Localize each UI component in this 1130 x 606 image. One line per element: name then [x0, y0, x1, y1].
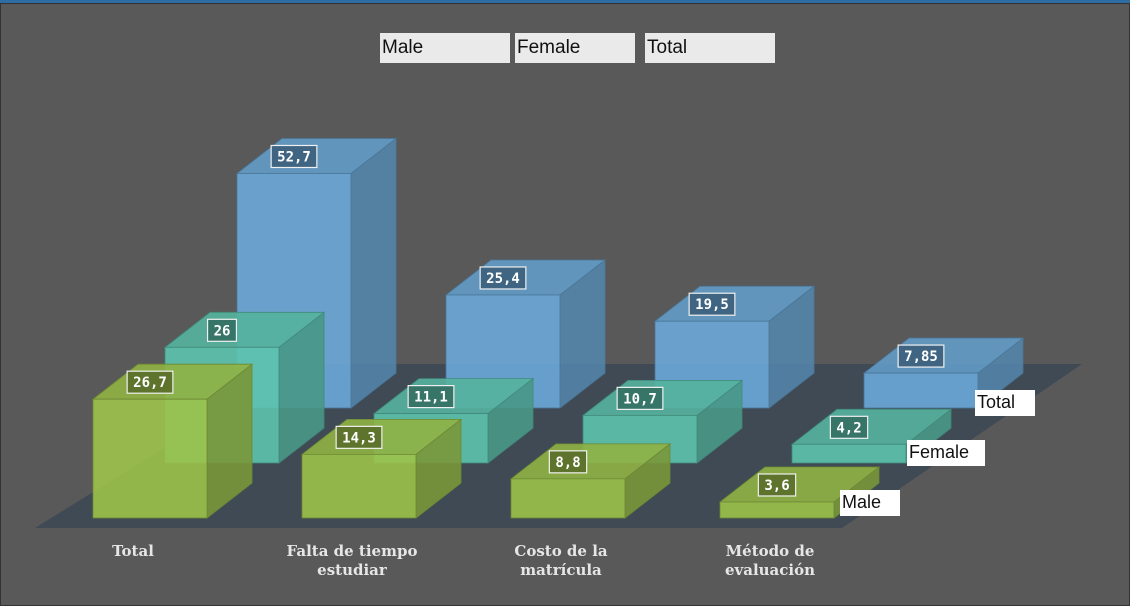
value-label-box [757, 473, 797, 497]
value-label-box [479, 266, 527, 290]
value-label-box [126, 370, 174, 394]
x-tick-label: Total [112, 542, 154, 560]
value-label-box [270, 144, 318, 169]
x-tick-label: Costo de la matrícula [514, 542, 608, 579]
legend-label: Female [517, 37, 580, 58]
depth-label: Total [977, 392, 1015, 412]
depth-label-box [975, 390, 1035, 416]
value-label-box [206, 318, 238, 342]
depth-label: Male [842, 492, 881, 512]
value-label: 7,85 [904, 349, 938, 365]
value-label: 3,6 [764, 478, 789, 494]
value-label-box [616, 386, 664, 410]
depth-label-box [907, 440, 985, 466]
value-label: 26 [214, 323, 231, 339]
bar [92, 398, 208, 519]
x-tick-label: Falta de tiempo estudiar [286, 542, 418, 579]
value-label: 19,5 [695, 297, 729, 313]
value-label: 4,2 [836, 420, 861, 436]
x-tick-label: Método de evaluación [724, 542, 816, 579]
bar [863, 372, 979, 409]
depth-label: Female [909, 442, 969, 462]
bar-side [350, 137, 397, 409]
legend-box [645, 33, 775, 63]
legend-label: Male [382, 37, 423, 58]
legend-box [515, 33, 635, 63]
bar [719, 501, 835, 519]
value-label: 8,8 [555, 455, 580, 471]
value-label: 10,7 [623, 391, 657, 407]
value-label: 25,4 [486, 271, 520, 287]
bar [791, 443, 907, 464]
value-label: 52,7 [277, 149, 311, 165]
value-label-box [407, 385, 455, 409]
value-label: 26,7 [133, 375, 167, 391]
value-label-box [688, 292, 736, 316]
bar [510, 478, 626, 519]
value-label: 11,1 [414, 390, 448, 406]
value-label-box [829, 415, 869, 439]
bar [301, 453, 417, 519]
value-label-box [335, 425, 383, 449]
value-label-box [548, 450, 588, 474]
legend-label: Total [647, 37, 687, 58]
value-label-box [897, 344, 945, 368]
top-border [0, 0, 1130, 3]
legend-box [380, 33, 510, 63]
depth-label-box [840, 490, 900, 516]
value-label: 14,3 [342, 430, 376, 446]
